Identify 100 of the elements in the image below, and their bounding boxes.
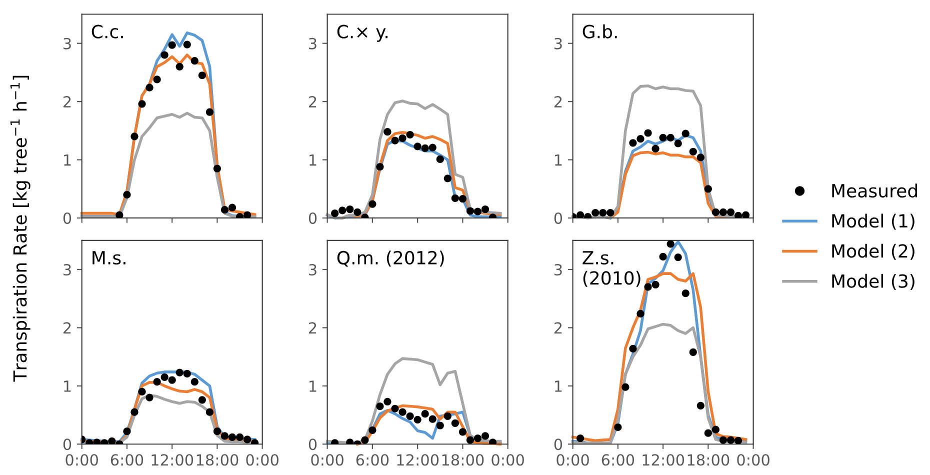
point (213, 164, 222, 172)
point (652, 144, 660, 153)
point (622, 383, 630, 391)
y-axis-title: Transpiration Rate [kg tree$^{−1}$ h$^{−1}$] (10, 76, 30, 382)
y-tick-label: 0 (308, 438, 317, 450)
point (428, 144, 436, 152)
point (576, 211, 584, 218)
point (228, 433, 236, 441)
point (183, 40, 191, 48)
point (116, 211, 124, 218)
point (384, 128, 392, 136)
point (421, 410, 429, 418)
point (719, 436, 728, 444)
x-tick-label: 6:00 (110, 454, 144, 466)
x-tick-label: 6:00 (356, 454, 389, 466)
point (644, 283, 652, 291)
point (742, 211, 750, 218)
point (243, 211, 252, 218)
point (712, 426, 720, 434)
point (228, 204, 236, 212)
point (644, 129, 652, 137)
point (406, 130, 414, 139)
point (108, 437, 116, 444)
point (614, 423, 622, 432)
point (636, 135, 644, 143)
point (198, 396, 206, 404)
y-tick-label: 3 (554, 38, 562, 50)
y-tick-label: 1 (310, 154, 316, 166)
point (734, 212, 742, 218)
point (474, 208, 482, 216)
y-tick-label: 3 (309, 38, 316, 50)
point (466, 436, 474, 444)
text: Q.m. (2012) (337, 250, 444, 267)
point (368, 200, 376, 208)
point (674, 253, 682, 262)
point (368, 426, 376, 434)
point (384, 398, 392, 406)
y-tick-label: 0 (308, 212, 317, 224)
point (138, 100, 146, 108)
point (146, 84, 154, 92)
point (190, 378, 198, 386)
point (666, 134, 674, 142)
point (481, 205, 490, 214)
y-tick-label: 2 (308, 322, 316, 334)
point (458, 194, 466, 203)
point (130, 408, 138, 416)
point (236, 433, 244, 441)
point (481, 432, 490, 440)
point (659, 252, 667, 260)
point (206, 108, 214, 116)
point (704, 429, 712, 437)
point (176, 62, 184, 70)
point (130, 132, 138, 140)
point (629, 139, 637, 147)
chart-title: C.c. (92, 24, 123, 38)
point (160, 373, 168, 381)
point (421, 144, 429, 152)
legend-label: Model (3) (832, 274, 914, 290)
point (458, 428, 466, 436)
line-series (571, 322, 748, 444)
point (168, 41, 176, 49)
point (666, 240, 674, 248)
point (398, 408, 406, 416)
x-tick-label: 0:00 (492, 454, 524, 466)
point (376, 402, 384, 410)
point (406, 412, 414, 420)
point (198, 72, 206, 80)
x-tick-label: 0:00 (556, 454, 589, 466)
text: C.× y. (337, 24, 388, 42)
chart-title: G.b. (582, 24, 617, 38)
point (734, 436, 742, 444)
x-tick-label: 12:00 (642, 454, 684, 466)
y-tick-label: 3 (309, 264, 316, 276)
point (376, 162, 384, 171)
point (726, 208, 735, 216)
y-tick-label: 2 (64, 322, 71, 334)
point (354, 208, 362, 216)
point (674, 140, 682, 148)
point (153, 378, 161, 386)
point (682, 290, 690, 298)
point (576, 434, 584, 442)
y-tick-label: 3 (64, 38, 71, 50)
point (123, 190, 131, 198)
point (183, 370, 191, 378)
point (361, 436, 369, 444)
point (414, 416, 422, 424)
line-series (326, 357, 502, 444)
y-tick-label: 2 (554, 96, 562, 108)
point (704, 185, 712, 193)
point (398, 134, 406, 142)
point (391, 404, 399, 412)
x-tick-label: 18:00 (196, 454, 238, 466)
point (123, 428, 131, 436)
point (444, 412, 452, 420)
point (652, 280, 660, 288)
point (599, 208, 607, 217)
y-tick-label: 1 (555, 380, 562, 392)
chart-title: M.s. (92, 251, 126, 265)
y-tick-label: 3 (64, 264, 71, 276)
point (414, 142, 422, 150)
